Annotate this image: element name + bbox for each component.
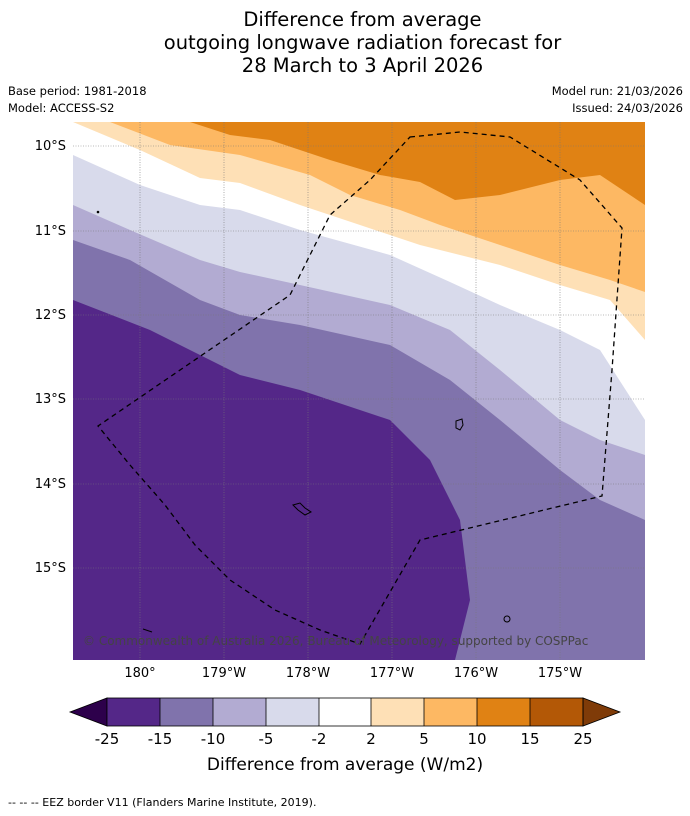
island-wallis — [455, 418, 464, 431]
lat-tick-12s: 12°S — [35, 308, 66, 323]
colorbar-label-25: 25 — [573, 730, 592, 748]
model-run: Model run: 21/03/2026 — [551, 84, 683, 98]
colorbar: -25 -15 -10 -5 -2 2 5 10 15 25 Differenc… — [68, 697, 622, 775]
lon-tick-177w: 177°W — [370, 666, 414, 681]
meta-right: Model run: 21/03/2026 Issued: 24/03/2026 — [552, 83, 683, 117]
colorbar-bin-15-to-25 — [530, 698, 583, 726]
colorbar-label-minus-2: -2 — [312, 730, 327, 748]
eez-border — [97, 131, 623, 645]
colorbar-outline — [106, 697, 584, 727]
lon-tick-178w: 178°W — [286, 666, 330, 681]
map-title: Difference from average outgoing longwav… — [0, 8, 690, 77]
colorbar-bin-2-to-5 — [371, 698, 424, 726]
island-futuna — [292, 502, 312, 516]
colorbar-bin-minus-10-to-minus-5 — [213, 698, 266, 726]
colorbar-over-triangle — [582, 697, 622, 727]
colorbar-label-minus-15: -15 — [148, 730, 173, 748]
lon-tick-176w: 176°W — [454, 666, 498, 681]
lon-tick-179w: 179°W — [202, 666, 246, 681]
title-line-3: 28 March to 3 April 2026 — [241, 54, 484, 77]
colorbar-bin-minus-2-to-2 — [319, 698, 371, 726]
colorbar-bin-5-to-10 — [424, 698, 477, 726]
model-name: Model: ACCESS-S2 — [8, 101, 115, 115]
island-small-west — [142, 628, 153, 633]
colorbar-label-minus-10: -10 — [201, 730, 226, 748]
title-line-2: outgoing longwave radiation forecast for — [163, 31, 562, 54]
island-dot-north — [96, 210, 100, 214]
colorbar-title: Difference from average (W/m2) — [207, 755, 483, 775]
colorbar-label-2: 2 — [366, 730, 376, 748]
colorbar-label-minus-25: -25 — [95, 730, 120, 748]
lon-tick-180: 180° — [124, 666, 155, 681]
colorbar-label-15: 15 — [520, 730, 539, 748]
band-10-to-15 — [190, 122, 645, 205]
lat-tick-11s: 11°S — [35, 224, 66, 239]
base-period: Base period: 1981-2018 — [8, 84, 147, 98]
lon-axis: 180° 179°W 178°W 177°W 176°W 175°W — [124, 666, 582, 681]
island-small-east — [503, 615, 511, 623]
lat-tick-14s: 14°S — [35, 477, 66, 492]
colorbar-under-triangle — [68, 697, 108, 727]
title-line-1: Difference from average — [243, 8, 482, 31]
colorbar-bin-minus-25-to-minus-15 — [107, 698, 160, 726]
copyright-credit: © Commonwealth of Australia 2026, Bureau… — [83, 634, 588, 648]
colorbar-label-10: 10 — [467, 730, 486, 748]
colorbar-bin-10-to-15 — [477, 698, 530, 726]
lat-tick-10s: 10°S — [35, 139, 66, 154]
colorbar-label-5: 5 — [419, 730, 429, 748]
lat-axis: 10°S 11°S 12°S 13°S 14°S 15°S — [35, 139, 66, 576]
eez-footnote: -- -- -- EEZ border V11 (Flanders Marine… — [8, 796, 317, 809]
colorbar-bin-minus-5-to-minus-2 — [266, 698, 319, 726]
meta-left: Base period: 1981-2018 Model: ACCESS-S2 — [8, 83, 147, 117]
lat-tick-15s: 15°S — [35, 561, 66, 576]
colorbar-label-minus-5: -5 — [259, 730, 274, 748]
colorbar-bin-minus-15-to-minus-10 — [160, 698, 213, 726]
lat-tick-13s: 13°S — [35, 392, 66, 407]
colorbar-dividers — [159, 698, 531, 726]
contour-fill — [73, 122, 645, 660]
islands — [96, 210, 511, 633]
issued-date: Issued: 24/03/2026 — [572, 101, 683, 115]
graticule — [73, 122, 645, 660]
lon-tick-175w: 175°W — [538, 666, 582, 681]
